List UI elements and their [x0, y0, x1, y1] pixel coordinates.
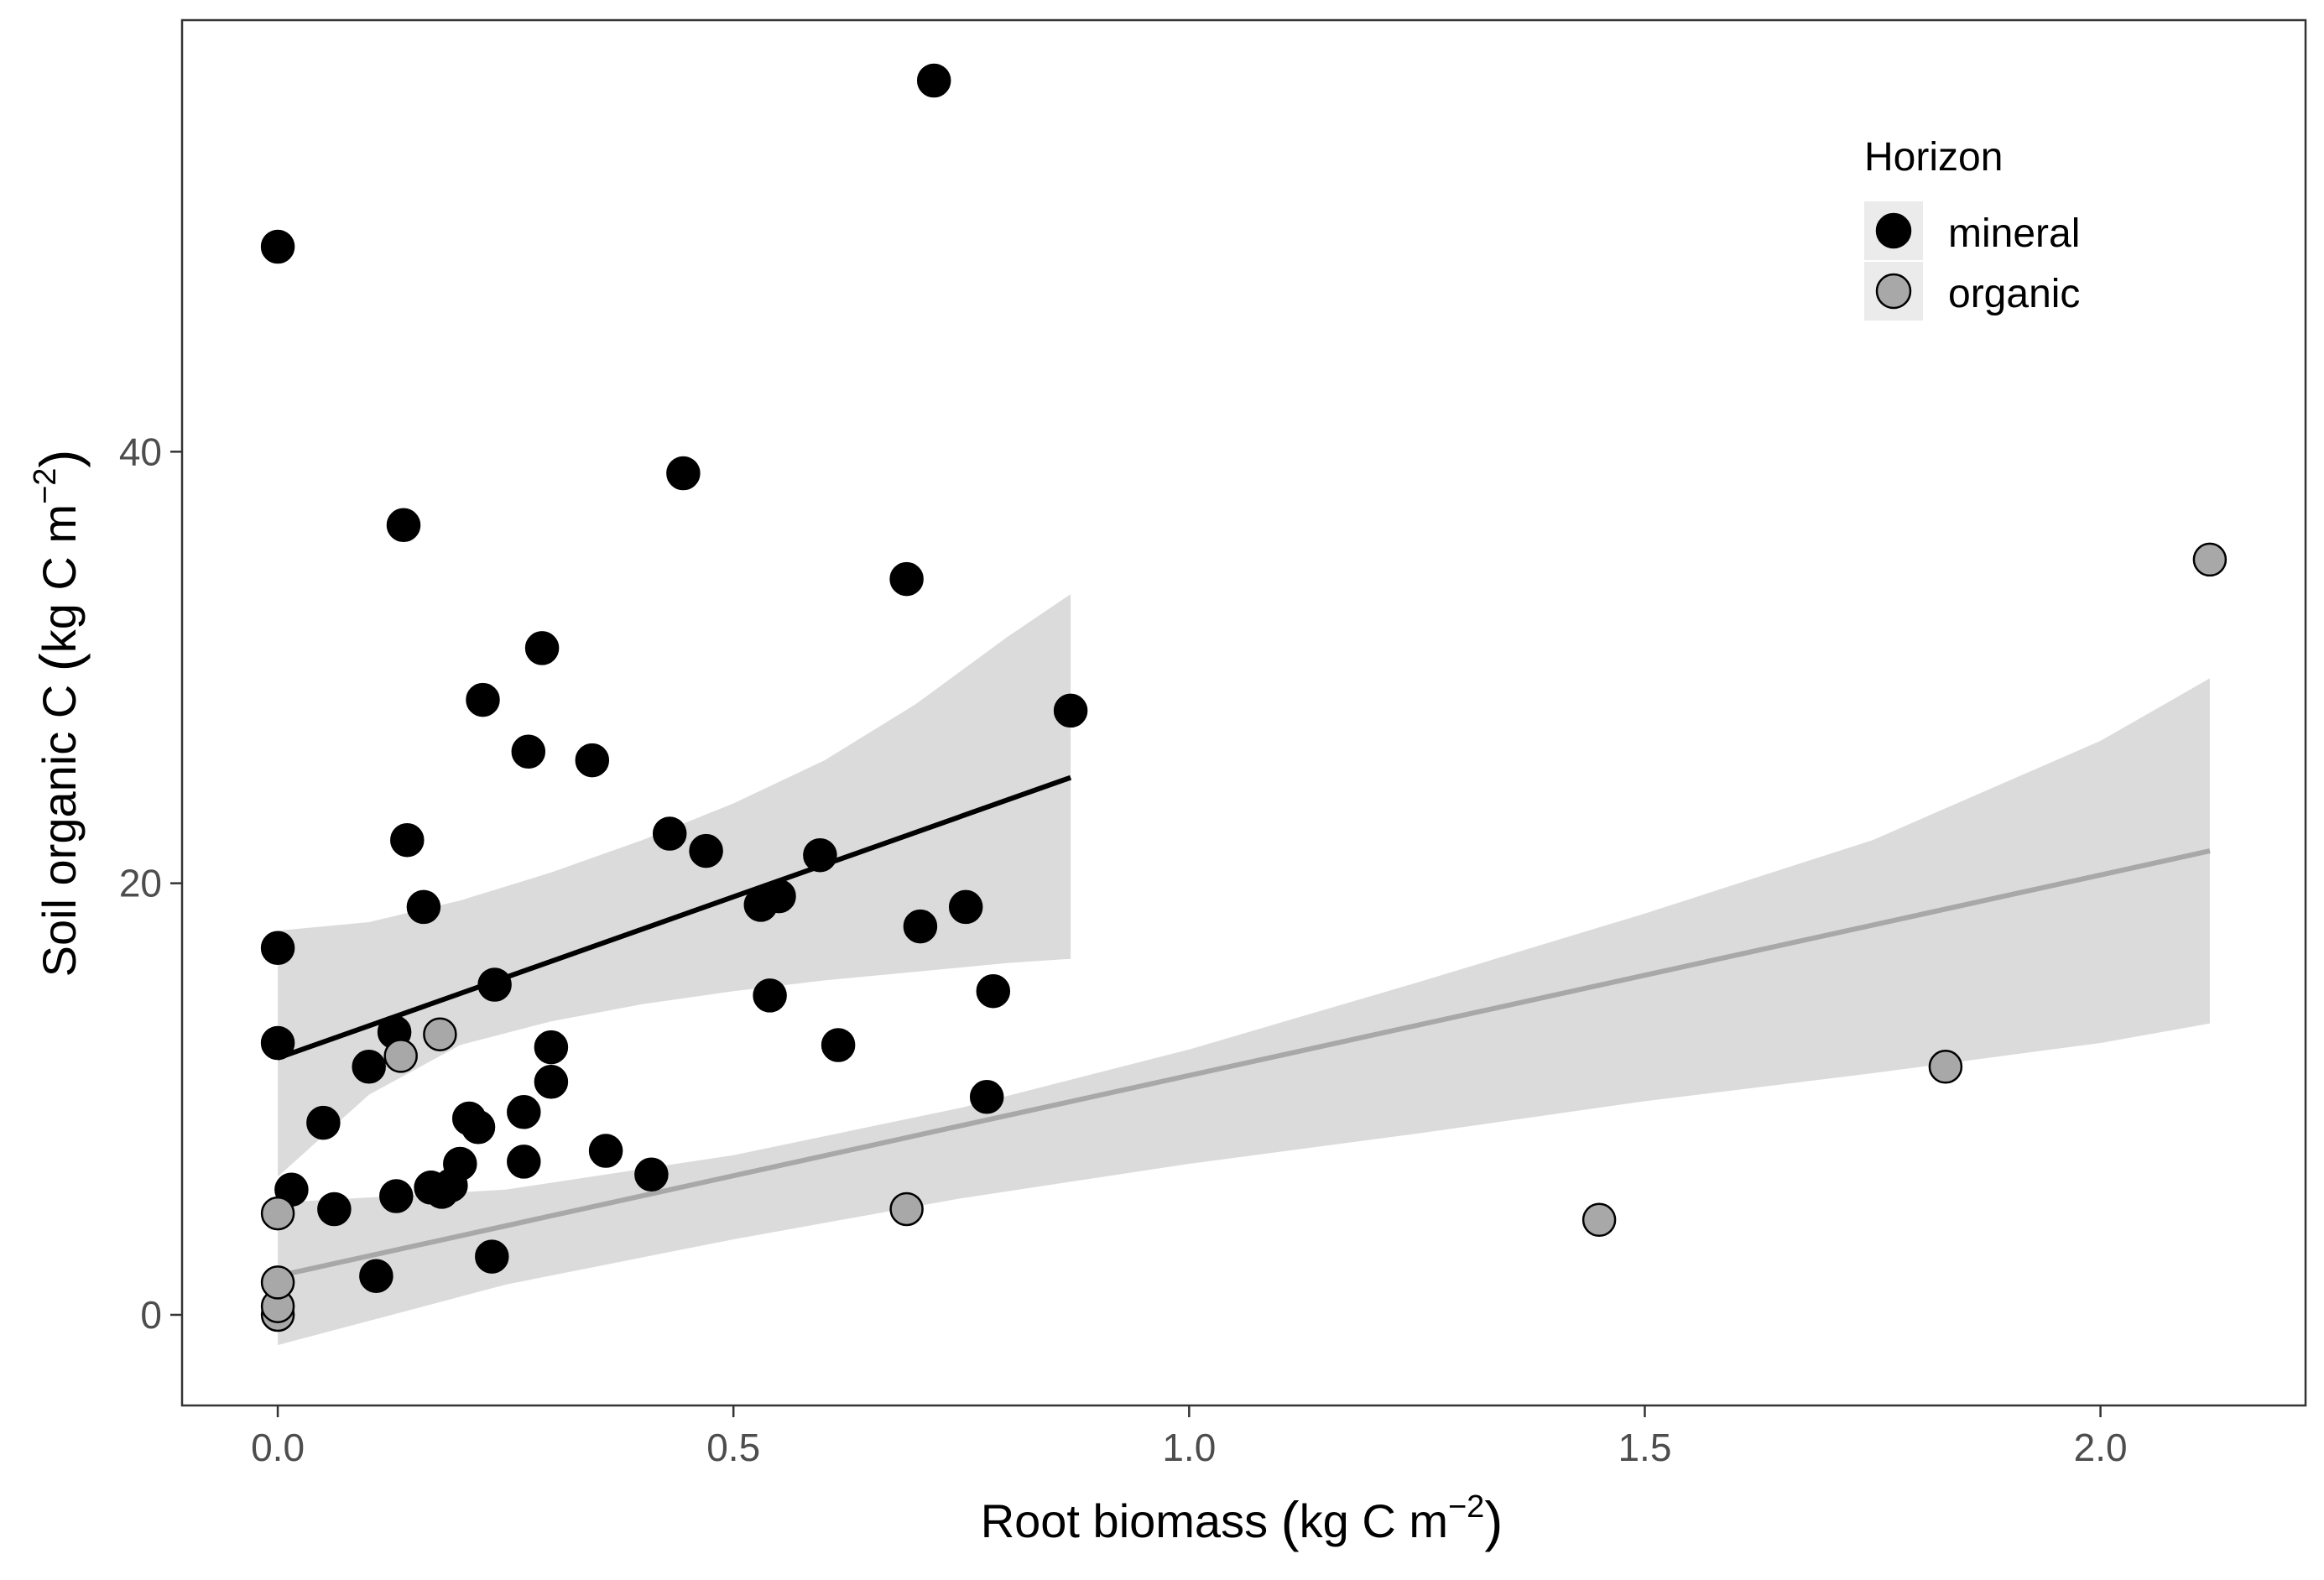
legend-key-mineral	[1875, 212, 1912, 249]
legend-label-mineral: mineral	[1948, 211, 2080, 256]
data-point-mineral	[575, 743, 610, 778]
data-point-mineral	[379, 1179, 414, 1213]
data-point-mineral	[821, 1028, 856, 1062]
fit-line-mineral	[277, 774, 1072, 1061]
x-axis-title-superscript: −2	[1448, 1489, 1484, 1525]
x-axis-title-close-paren: )	[1484, 1490, 1503, 1552]
data-point-organic	[2192, 542, 2228, 577]
data-point-mineral	[390, 822, 425, 858]
legend: Horizon mineral organic	[1864, 135, 2080, 321]
data-point-mineral	[306, 1105, 341, 1140]
x-tick-label: 1.5	[1618, 1426, 1671, 1469]
legend-title: Horizon	[1864, 135, 2003, 180]
data-point-mineral	[317, 1192, 352, 1227]
data-point-mineral	[916, 63, 951, 98]
y-axis-title-superscript: −2	[28, 468, 63, 504]
data-point-mineral	[477, 967, 512, 1002]
data-point-mineral	[753, 978, 787, 1013]
data-point-mineral	[475, 1239, 509, 1274]
data-point-mineral	[352, 1050, 386, 1084]
y-axis-title-close-paren: )	[29, 450, 91, 468]
y-tick-label: 40	[119, 430, 162, 473]
fit-lines	[277, 774, 2211, 1279]
data-point-mineral	[260, 229, 295, 264]
data-point-mineral	[260, 931, 295, 966]
data-point-mineral	[461, 1110, 496, 1145]
data-point-mineral	[889, 561, 924, 597]
x-tick-label: 1.0	[1162, 1426, 1216, 1469]
data-point-mineral	[507, 1145, 541, 1179]
data-point-mineral	[443, 1146, 477, 1181]
data-point-mineral	[803, 837, 837, 873]
data-point-mineral	[666, 456, 701, 491]
data-point-mineral	[588, 1134, 623, 1168]
data-point-organic	[423, 1017, 457, 1051]
x-tick-label: 2.0	[2074, 1426, 2128, 1469]
x-tick-label: 0.0	[251, 1426, 305, 1469]
confidence-band-mineral	[278, 594, 1071, 1177]
data-point-organic	[383, 1039, 418, 1073]
data-point-mineral	[534, 1065, 569, 1099]
confidence-bands	[278, 594, 2210, 1345]
plot-panel-border	[180, 18, 2307, 1407]
data-point-organic	[260, 1196, 295, 1231]
data-point-mineral	[903, 909, 938, 944]
data-point-mineral	[634, 1157, 669, 1192]
y-axis: 0 20 40	[119, 430, 182, 1337]
confidence-band-organic	[278, 678, 2210, 1345]
data-point-mineral	[762, 879, 796, 914]
data-point-mineral	[969, 1080, 1004, 1114]
y-tick-label: 0	[140, 1293, 162, 1337]
y-axis-title: Soil organic C (kg C m−2)	[28, 450, 91, 978]
data-point-mineral	[652, 816, 687, 851]
data-point-mineral	[406, 889, 441, 925]
x-axis: 0.0 0.5 1.0 1.5 2.0	[251, 1405, 2128, 1469]
data-point-mineral	[386, 508, 421, 543]
data-point-mineral	[260, 1025, 295, 1061]
data-point-mineral	[507, 1095, 541, 1129]
data-point-mineral	[689, 833, 723, 868]
data-point-mineral	[511, 734, 546, 769]
legend-key-organic	[1875, 273, 1912, 310]
data-point-mineral	[359, 1259, 393, 1293]
x-tick-label: 0.5	[706, 1426, 760, 1469]
x-axis-title-open-paren: (	[1281, 1490, 1300, 1552]
data-point-mineral	[1053, 693, 1088, 728]
data-point-organic	[1581, 1202, 1617, 1238]
fit-line-organic	[277, 848, 2211, 1279]
data-point-organic	[1928, 1050, 1963, 1084]
data-point-mineral	[524, 631, 560, 665]
y-axis-title-open-paren: (	[29, 653, 91, 671]
data-point-mineral	[466, 682, 500, 717]
data-point-organic	[889, 1192, 924, 1227]
legend-label-organic: organic	[1948, 272, 2080, 316]
data-point-mineral	[948, 889, 983, 925]
data-point-organic	[260, 1265, 295, 1300]
x-axis-title: Root biomass (kg C m−2)	[981, 1489, 1503, 1552]
data-point-mineral	[534, 1030, 569, 1065]
y-tick-label: 20	[119, 862, 162, 905]
data-points	[260, 63, 2228, 1332]
data-point-mineral	[976, 973, 1011, 1009]
